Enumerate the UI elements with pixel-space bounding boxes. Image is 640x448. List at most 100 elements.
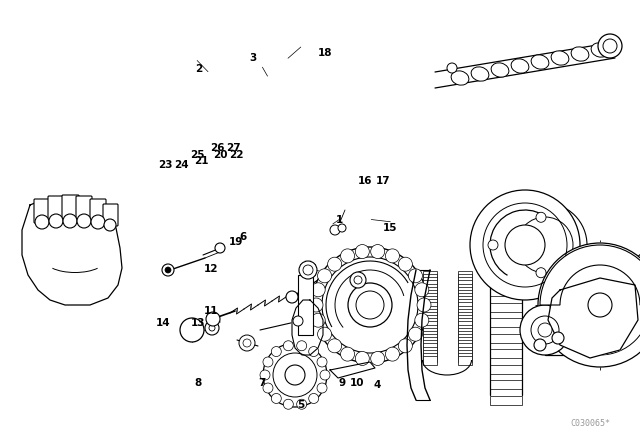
Circle shape [385,249,399,263]
Text: 10: 10 [350,378,364,388]
Bar [458,296,472,305]
Circle shape [398,339,412,353]
Circle shape [317,357,327,367]
Bar [458,271,472,280]
Circle shape [536,268,546,278]
Polygon shape [292,300,323,355]
Bar [458,327,472,336]
Text: 4: 4 [374,380,381,390]
Circle shape [263,357,273,367]
Bar [458,309,472,318]
Text: 3: 3 [249,53,257,63]
Text: 25: 25 [190,150,204,159]
Bar [490,334,522,343]
Text: 15: 15 [383,224,397,233]
Bar [423,302,437,311]
Circle shape [505,225,545,265]
Bar [423,344,437,353]
Text: 19: 19 [228,237,243,247]
Bar [423,356,437,365]
Ellipse shape [491,63,509,77]
Text: 20: 20 [214,150,228,159]
Text: 1: 1 [335,215,343,224]
Circle shape [165,267,171,273]
Circle shape [488,240,498,250]
Bar [458,334,472,343]
Bar [423,284,437,293]
Circle shape [77,214,91,228]
Circle shape [309,298,323,312]
Circle shape [385,347,399,361]
Bar [490,318,522,327]
Bar [490,396,522,405]
Text: 16: 16 [358,177,372,186]
Text: 7: 7 [259,378,266,388]
Text: 21: 21 [195,156,209,166]
Circle shape [415,283,429,297]
Circle shape [239,335,255,351]
Bar [458,312,472,321]
Circle shape [503,203,587,287]
Circle shape [470,190,580,300]
Circle shape [408,327,422,341]
Circle shape [308,393,319,404]
Circle shape [317,383,327,393]
Bar [423,293,437,302]
Text: 12: 12 [204,264,218,274]
Text: 24: 24 [174,160,188,170]
Text: 18: 18 [318,48,332,58]
Bar [423,299,437,308]
Bar [458,315,472,324]
Bar [490,287,522,296]
Bar [423,324,437,333]
Bar [458,287,472,296]
FancyBboxPatch shape [103,204,118,226]
Ellipse shape [531,55,549,69]
Circle shape [355,351,369,366]
Bar [458,344,472,353]
Bar [490,380,522,389]
Circle shape [206,312,220,326]
Circle shape [297,399,307,409]
Circle shape [271,347,282,357]
Circle shape [447,63,457,73]
Circle shape [297,341,307,351]
Circle shape [330,225,340,235]
Text: 11: 11 [204,306,218,316]
Circle shape [63,214,77,228]
Bar [458,274,472,283]
Circle shape [263,383,273,393]
Bar [458,299,472,308]
Bar [458,277,472,286]
Circle shape [284,341,293,351]
Text: 5: 5 [297,401,305,410]
Bar [458,350,472,359]
Circle shape [286,291,298,303]
Bar [458,293,472,302]
Circle shape [328,257,342,271]
Bar [490,303,522,312]
Bar [490,271,522,280]
Circle shape [338,224,346,232]
Circle shape [205,321,219,335]
Text: 14: 14 [156,318,170,327]
Bar [458,331,472,340]
Circle shape [180,318,204,342]
Circle shape [598,34,622,58]
Circle shape [552,332,564,344]
Bar [423,277,437,286]
Bar [423,315,437,324]
Bar [458,324,472,333]
Bar [423,309,437,318]
Bar [298,275,313,335]
Bar [423,353,437,362]
Ellipse shape [591,43,609,57]
Bar [458,290,472,299]
Bar [458,340,472,349]
Circle shape [271,393,282,404]
Bar [423,306,437,314]
Bar [458,321,472,330]
Bar [423,287,437,296]
Bar [458,356,472,365]
Bar [458,280,472,289]
